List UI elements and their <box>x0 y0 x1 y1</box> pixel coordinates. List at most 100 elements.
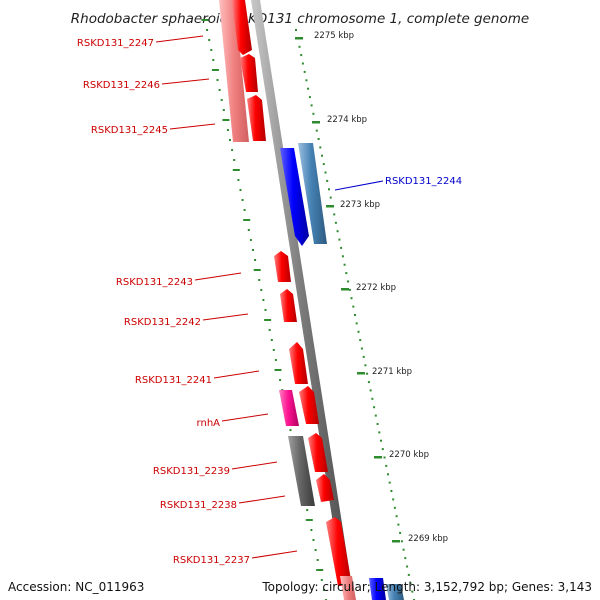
tick-label-2273: 2273 kbp <box>340 200 380 210</box>
gene-label-2247[interactable]: RSKD131_2247 <box>77 38 154 49</box>
outer-ring-dot <box>383 456 386 459</box>
inner-ring-dash <box>211 69 219 71</box>
outer-ring-major-tick <box>312 121 320 124</box>
inner-ring-dash <box>274 369 282 371</box>
gene-feature-2244-b[interactable] <box>298 143 327 244</box>
gene-feature-2242[interactable] <box>280 289 297 322</box>
outer-ring-dot <box>329 196 332 199</box>
inner-ring-dash <box>241 199 244 201</box>
gene-feature-2243[interactable] <box>274 251 291 282</box>
outer-ring-dot <box>406 565 409 568</box>
outer-ring-dot <box>407 573 410 576</box>
inner-ring-dash <box>233 159 236 161</box>
gene-label-2239[interactable]: RSKD131_2239 <box>153 466 230 477</box>
outer-ring-major-tick <box>341 288 349 291</box>
outer-ring-major-tick <box>357 372 365 375</box>
outer-ring-dot <box>354 314 356 316</box>
gene-feature-2239-gray[interactable] <box>288 436 315 506</box>
gene-label-2242[interactable]: RSKD131_2242 <box>124 317 201 328</box>
gene-feature-steel-bottom[interactable] <box>386 584 404 600</box>
inner-ring-dash <box>320 579 323 581</box>
gene-feature-2246[interactable] <box>240 54 258 92</box>
outer-ring-dot <box>308 96 311 99</box>
outer-ring-dot <box>343 263 346 266</box>
outer-ring-dot <box>376 423 379 425</box>
inner-ring-dash <box>237 179 240 181</box>
gene-feature-pink-partial[interactable] <box>219 0 249 142</box>
inner-ring-dash <box>289 429 292 431</box>
inner-ring-dash <box>222 109 225 111</box>
outer-ring-major-tick <box>326 205 334 208</box>
outer-ring-dot <box>312 112 315 115</box>
outer-ring-dot <box>310 104 313 107</box>
outer-ring-dot <box>324 171 327 174</box>
inner-ring-dash <box>260 289 263 291</box>
topology-label: Topology: circular; Length: 3,152,792 bp… <box>262 580 592 594</box>
inner-ring-dash <box>272 349 275 351</box>
gene-label-2238[interactable]: RSKD131_2238 <box>160 500 237 511</box>
map-title: Rhodobacter sphaeroides KD131 chromosome… <box>71 11 529 27</box>
gene-feature-2247[interactable] <box>232 0 252 55</box>
inner-ring-dash <box>206 29 209 31</box>
tick-label-2271: 2271 kbp <box>372 367 412 377</box>
gene-feature-2245[interactable] <box>247 95 266 141</box>
outer-ring-dot <box>360 347 363 350</box>
gene-feature-rnhA[interactable] <box>279 390 299 426</box>
inner-ring-dash <box>258 279 261 281</box>
outer-ring-dot <box>338 238 341 241</box>
outer-ring-dot <box>295 29 297 31</box>
outer-ring-dot <box>369 389 372 392</box>
gene-feature-blue-bottom[interactable] <box>369 578 386 600</box>
inner-ring-dash <box>210 49 213 51</box>
tick-label-2269: 2269 kbp <box>408 534 448 544</box>
gene-feature-2241[interactable] <box>289 342 308 384</box>
gene-label-2245[interactable]: RSKD131_2245 <box>91 125 168 136</box>
inner-ring-dash <box>314 549 317 551</box>
inner-ring-dash <box>252 249 254 251</box>
outer-ring-dot <box>303 70 306 73</box>
inner-ring-dash <box>247 229 250 231</box>
outer-ring-dot <box>371 397 374 400</box>
outer-ring-dot <box>355 322 358 325</box>
inner-ring-dash <box>212 59 215 61</box>
outer-ring-dot <box>321 154 323 157</box>
gene-label-2243[interactable]: RSKD131_2243 <box>116 277 193 288</box>
inner-ring-dash <box>208 39 211 41</box>
gene-feature-rnhA-red[interactable] <box>299 386 319 424</box>
outer-ring-dot <box>333 213 336 216</box>
gene-label-2237[interactable]: RSKD131_2237 <box>173 555 250 566</box>
gene-label-2241[interactable]: RSKD131_2241 <box>135 375 212 386</box>
gene-feature-2237[interactable] <box>326 517 352 586</box>
inner-ring-dash <box>279 379 282 381</box>
outer-ring-dot <box>374 414 377 417</box>
inner-ring-dash <box>239 189 242 191</box>
outer-ring-dot <box>347 280 350 283</box>
outer-ring-dot <box>390 490 393 492</box>
gene-label-2244[interactable]: RSKD131_2244 <box>385 176 462 187</box>
outer-ring-dot <box>298 45 301 48</box>
inner-ring-dash <box>232 169 240 171</box>
outer-ring-dot <box>395 515 398 518</box>
inner-ring-dash <box>229 139 231 141</box>
gene-feature-2239[interactable] <box>308 433 328 472</box>
inner-ring-dash <box>322 589 325 591</box>
outer-ring-dot <box>319 146 322 149</box>
inner-ring-dash <box>268 329 271 331</box>
inner-ring-dash <box>249 239 252 241</box>
outer-ring-dot <box>340 246 343 249</box>
gene-label-2246[interactable]: RSKD131_2246 <box>83 80 160 91</box>
gene-feature-2238[interactable] <box>316 474 334 502</box>
outer-ring-dot <box>348 288 351 291</box>
tick-label-2270: 2270 kbp <box>389 450 429 460</box>
outer-ring-dot <box>411 590 414 593</box>
gene-feature-pink-bottom[interactable] <box>340 576 356 600</box>
gene-feature-2244-a[interactable] <box>280 148 309 246</box>
outer-ring-dot <box>373 406 376 409</box>
inner-ring-dash <box>305 519 313 521</box>
gene-label-rnhA[interactable]: rnhA <box>197 418 221 429</box>
outer-ring-dot <box>350 297 353 300</box>
outer-ring-dot <box>326 179 329 182</box>
inner-ring-dash <box>262 299 265 301</box>
outer-ring-dot <box>315 129 318 132</box>
tick-label-2275: 2275 kbp <box>314 31 354 41</box>
